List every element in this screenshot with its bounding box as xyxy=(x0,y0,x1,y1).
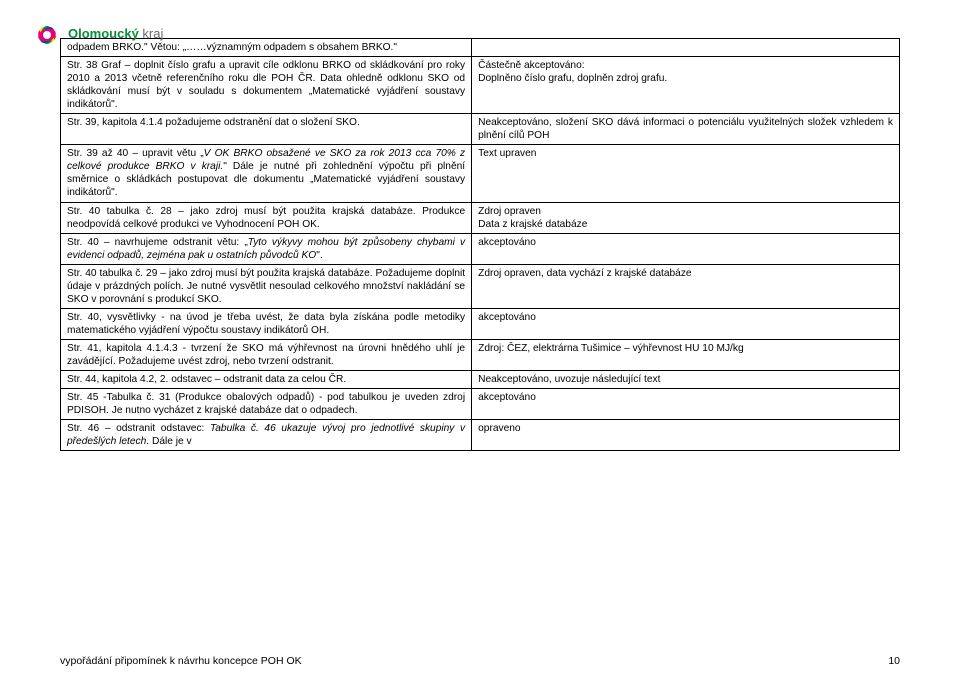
response-cell: Neakceptováno, uvozuje následující text xyxy=(472,371,900,389)
response-cell: Neakceptováno, složení SKO dává informac… xyxy=(472,114,900,145)
response-cell: akceptováno xyxy=(472,233,900,264)
table-row: Str. 40 – navrhujeme odstranit větu: „Ty… xyxy=(61,233,900,264)
table-row: Str. 44, kapitola 4.2, 2. odstavec – ods… xyxy=(61,371,900,389)
response-cell xyxy=(472,39,900,57)
table-row: Str. 39, kapitola 4.1.4 požadujeme odstr… xyxy=(61,114,900,145)
table-row: Str. 40 tabulka č. 29 – jako zdroj musí … xyxy=(61,264,900,308)
response-cell: Částečně akceptováno:Doplněno číslo graf… xyxy=(472,57,900,114)
logo-flower-icon xyxy=(30,16,64,50)
comment-cell: Str. 44, kapitola 4.2, 2. odstavec – ods… xyxy=(61,371,472,389)
response-cell: akceptováno xyxy=(472,389,900,420)
comment-cell: Str. 39 až 40 – upravit větu „V OK BRKO … xyxy=(61,145,472,202)
table-row: Str. 40 tabulka č. 28 – jako zdroj musí … xyxy=(61,202,900,233)
comment-cell: Str. 39, kapitola 4.1.4 požadujeme odstr… xyxy=(61,114,472,145)
comment-cell: Str. 40, vysvětlivky - na úvod je třeba … xyxy=(61,308,472,339)
comment-cell: Str. 45 -Tabulka č. 31 (Produkce obalový… xyxy=(61,389,472,420)
response-cell: Zdroj opraven, data vychází z krajské da… xyxy=(472,264,900,308)
table-row: Str. 41, kapitola 4.1.4.3 - tvrzení že S… xyxy=(61,339,900,370)
footer-text: vypořádání připomínek k návrhu koncepce … xyxy=(60,655,302,667)
table-row: Str. 40, vysvětlivky - na úvod je třeba … xyxy=(61,308,900,339)
page-number: 10 xyxy=(888,655,900,667)
response-cell: akceptováno xyxy=(472,308,900,339)
response-cell: Zdroj: ČEZ, elektrárna Tušimice – výhřev… xyxy=(472,339,900,370)
table-row: Str. 38 Graf – doplnit číslo grafu a upr… xyxy=(61,57,900,114)
comment-cell: Str. 46 – odstranit odstavec: Tabulka č.… xyxy=(61,420,472,451)
comment-cell: Str. 40 tabulka č. 29 – jako zdroj musí … xyxy=(61,264,472,308)
table-row: Str. 45 -Tabulka č. 31 (Produkce obalový… xyxy=(61,389,900,420)
brand-logo: Olomoucký kraj xyxy=(30,16,163,50)
comment-cell: Str. 40 tabulka č. 28 – jako zdroj musí … xyxy=(61,202,472,233)
response-cell: Text upraven xyxy=(472,145,900,202)
comment-cell: Str. 40 – navrhujeme odstranit větu: „Ty… xyxy=(61,233,472,264)
comment-cell: Str. 38 Graf – doplnit číslo grafu a upr… xyxy=(61,57,472,114)
logo-text: Olomoucký kraj xyxy=(68,26,163,41)
table-row: Str. 39 až 40 – upravit větu „V OK BRKO … xyxy=(61,145,900,202)
table-row: Str. 46 – odstranit odstavec: Tabulka č.… xyxy=(61,420,900,451)
response-cell: Zdroj opravenData z krajské databáze xyxy=(472,202,900,233)
comment-cell: Str. 41, kapitola 4.1.4.3 - tvrzení že S… xyxy=(61,339,472,370)
comments-table: odpadem BRKO." Větou: „……významným odpad… xyxy=(60,38,900,451)
table-row: odpadem BRKO." Větou: „……významným odpad… xyxy=(61,39,900,57)
page-footer: vypořádání připomínek k návrhu koncepce … xyxy=(60,655,900,667)
response-cell: opraveno xyxy=(472,420,900,451)
